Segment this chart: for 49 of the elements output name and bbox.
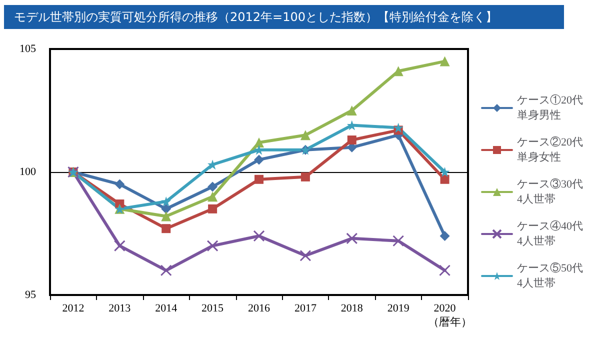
point <box>254 137 264 148</box>
point <box>440 230 450 241</box>
legend-label: ケース⑤50代4人世帯 <box>517 262 583 290</box>
x-tick-label: 2012 <box>62 302 84 314</box>
point <box>161 204 172 214</box>
point <box>208 182 218 192</box>
x-tick-label: 2017 <box>294 302 317 314</box>
legend-label: ケース①20代単身男性 <box>517 94 583 122</box>
x-tick-label: 2016 <box>248 302 270 314</box>
point <box>114 179 125 190</box>
point <box>346 232 358 244</box>
point <box>254 144 264 155</box>
point <box>114 240 126 252</box>
point <box>440 167 450 177</box>
point <box>161 211 172 222</box>
legend-label: ケース④40代4人世帯 <box>517 220 583 248</box>
point <box>347 136 356 145</box>
point <box>206 240 218 252</box>
point <box>254 154 264 165</box>
point <box>346 106 357 116</box>
x-tick-label: 2019 <box>387 302 410 314</box>
chart-title: モデル世帯別の実質可処分所得の推移（2012年=100とした指数）【特別給付金を除く】 <box>4 5 564 29</box>
point <box>161 196 172 207</box>
point <box>440 56 450 66</box>
point <box>300 250 312 262</box>
x-tick-label: 2013 <box>108 302 132 314</box>
point <box>393 66 404 76</box>
x-tick-label: 2020 <box>434 302 456 314</box>
point <box>254 174 264 184</box>
x-tick-label: 2018 <box>340 302 364 314</box>
y-tick-label: 95 <box>25 289 36 301</box>
point <box>208 192 218 202</box>
point <box>300 130 310 140</box>
y-tick-label: 105 <box>20 43 36 55</box>
legend-label: ケース③30代4人世帯 <box>517 178 583 206</box>
point <box>392 235 404 247</box>
point <box>160 264 172 276</box>
point <box>162 224 171 234</box>
point <box>300 172 310 182</box>
point <box>440 174 450 184</box>
legend-label: ケース②20代単身女性 <box>517 136 583 164</box>
point <box>208 204 218 214</box>
y-tick-label: 100 <box>20 166 36 178</box>
point <box>253 230 265 242</box>
x-tick-label: 2015 <box>202 302 224 314</box>
point <box>393 122 404 133</box>
x-axis-title: （暦年） <box>428 316 472 328</box>
point <box>439 264 451 276</box>
x-tick-label: 2014 <box>155 302 178 314</box>
